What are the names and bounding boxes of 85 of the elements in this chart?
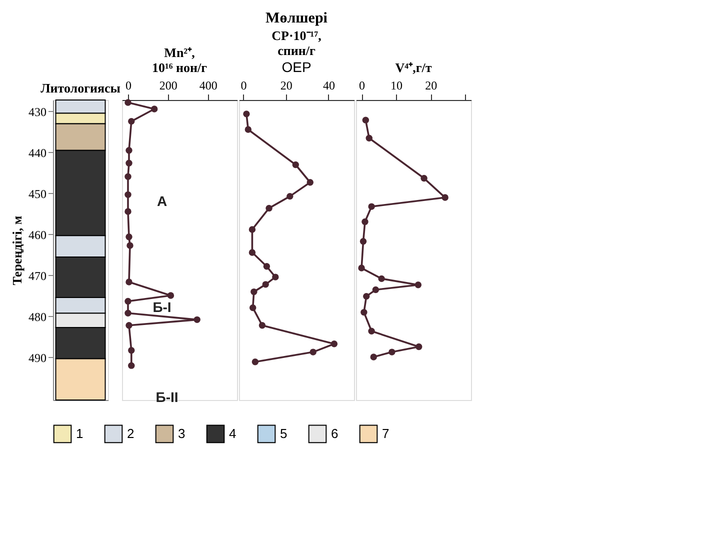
point (330, 340, 338, 348)
point (414, 281, 422, 288)
legend-label: 6 (331, 426, 338, 441)
y-axis-title: Тереңдігі, м (10, 216, 24, 286)
point (272, 274, 279, 280)
point (124, 99, 132, 106)
legend-label: 3 (178, 426, 186, 441)
point (252, 358, 259, 366)
point (310, 348, 316, 356)
point (126, 322, 132, 329)
point (360, 238, 367, 245)
point (262, 281, 269, 288)
legend-label: 5 (280, 426, 288, 441)
x-tick-label: 0 (359, 78, 366, 92)
point (358, 264, 365, 272)
point (194, 316, 200, 324)
point (360, 308, 368, 316)
chart-title: Литологиясы (40, 80, 120, 96)
point (370, 354, 377, 360)
x-tick-label: 20 (425, 78, 438, 92)
point (372, 286, 380, 294)
point (248, 226, 256, 233)
annotation: А (156, 193, 168, 209)
point (126, 278, 132, 286)
point (258, 322, 266, 329)
x-tick-label: 200 (159, 78, 178, 92)
point (368, 328, 375, 334)
point (248, 249, 256, 256)
point (363, 292, 370, 300)
chart-title: V⁴⁺,г/т (395, 60, 432, 75)
point (366, 134, 372, 142)
point (126, 242, 134, 249)
point (126, 160, 132, 166)
y-tick-label: 470 (28, 268, 46, 283)
point (128, 362, 135, 369)
point (128, 118, 135, 125)
chart-title: CP·10⁻¹⁷, спин/г (272, 28, 322, 58)
point (292, 161, 299, 168)
x-tick-label: 0 (125, 78, 132, 92)
point (167, 292, 174, 299)
annotation: Б-ІІ (156, 389, 178, 405)
y-tick-label: 480 (28, 310, 46, 324)
point (124, 310, 132, 316)
legend-label: 4 (229, 426, 236, 441)
y-tick-label: 440 (28, 146, 46, 160)
y-tick-label: 460 (28, 228, 46, 242)
point (244, 126, 252, 133)
point (286, 192, 294, 200)
point (249, 304, 256, 312)
point (362, 218, 368, 226)
point (420, 174, 428, 182)
annotation: Б-І (152, 299, 172, 315)
x-tick-label: 0 (240, 78, 247, 92)
point (126, 147, 132, 154)
point (306, 179, 314, 186)
x-tick-label: 10 (390, 78, 403, 92)
point (266, 204, 272, 212)
x-tick-label: 40 (322, 78, 335, 92)
text: OEP (282, 59, 312, 75)
point (124, 173, 132, 180)
point (378, 275, 385, 282)
y-tick-label: 450 (28, 186, 46, 201)
y-tick-label: 490 (28, 350, 46, 365)
y-tick-label: 430 (28, 104, 46, 119)
point (416, 343, 422, 350)
x-tick-label: 400 (199, 78, 218, 92)
point (128, 347, 135, 354)
point (362, 116, 370, 124)
legend-label: 1 (76, 426, 84, 441)
point (126, 234, 132, 240)
point (442, 194, 448, 201)
point (243, 110, 250, 118)
point (368, 203, 375, 210)
chart-title: Mn²⁺, 10¹⁶ нон/г (152, 45, 208, 75)
point (124, 298, 132, 305)
legend-label: 2 (127, 426, 134, 441)
point (388, 348, 396, 356)
point (150, 106, 158, 112)
point (124, 208, 132, 215)
point (250, 288, 258, 296)
legend-label: 7 (382, 426, 390, 441)
point (124, 191, 132, 198)
text: Мөлшері (266, 10, 328, 26)
point (263, 263, 270, 270)
x-tick-label: 20 (280, 78, 292, 92)
